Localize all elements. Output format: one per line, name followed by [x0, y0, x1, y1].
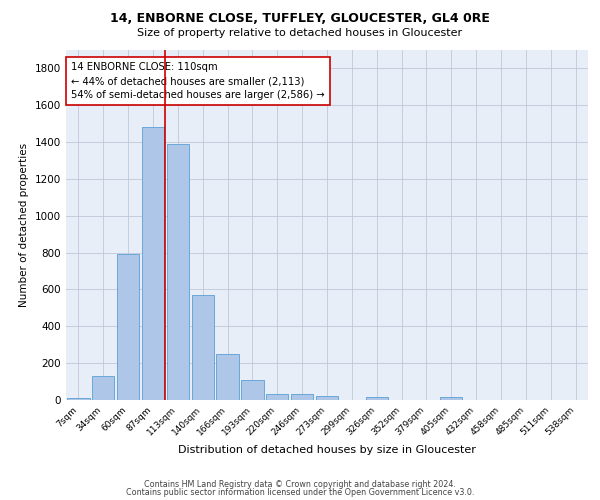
Bar	[241, 380, 263, 400]
Bar	[316, 396, 338, 400]
Bar	[365, 396, 388, 400]
Bar	[142, 128, 164, 400]
Y-axis label: Number of detached properties: Number of detached properties	[19, 143, 29, 307]
X-axis label: Distribution of detached houses by size in Gloucester: Distribution of detached houses by size …	[178, 446, 476, 456]
Bar	[217, 354, 239, 400]
Bar	[117, 254, 139, 400]
Bar	[67, 398, 89, 400]
Bar	[440, 396, 463, 400]
Bar	[291, 394, 313, 400]
Bar	[191, 295, 214, 400]
Bar	[92, 376, 115, 400]
Text: Size of property relative to detached houses in Gloucester: Size of property relative to detached ho…	[137, 28, 463, 38]
Bar	[167, 144, 189, 400]
Text: Contains HM Land Registry data © Crown copyright and database right 2024.: Contains HM Land Registry data © Crown c…	[144, 480, 456, 489]
Text: Contains public sector information licensed under the Open Government Licence v3: Contains public sector information licen…	[126, 488, 474, 497]
Text: 14 ENBORNE CLOSE: 110sqm
← 44% of detached houses are smaller (2,113)
54% of sem: 14 ENBORNE CLOSE: 110sqm ← 44% of detach…	[71, 62, 325, 100]
Text: 14, ENBORNE CLOSE, TUFFLEY, GLOUCESTER, GL4 0RE: 14, ENBORNE CLOSE, TUFFLEY, GLOUCESTER, …	[110, 12, 490, 26]
Bar	[266, 394, 289, 400]
